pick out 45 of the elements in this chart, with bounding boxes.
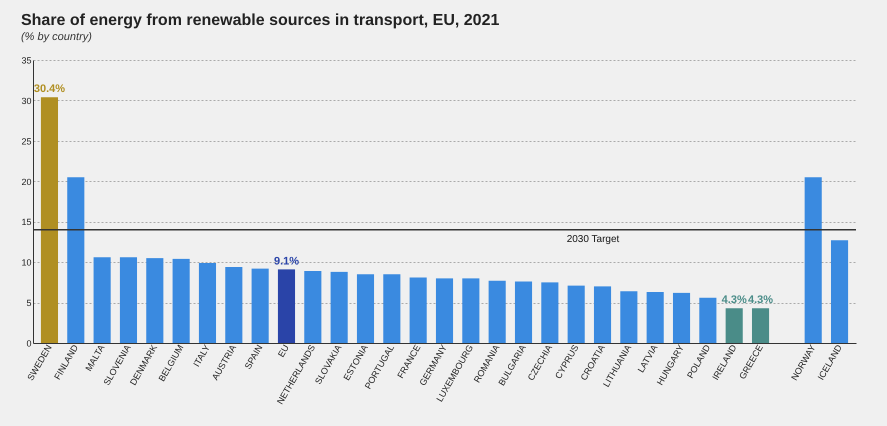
bar [568, 286, 585, 343]
data-label: 4.3% [748, 294, 774, 306]
chart-title: Share of energy from renewable sources in transport, EU, 2021 [20, 12, 500, 29]
bar [278, 269, 296, 343]
bar [699, 298, 716, 343]
bar [94, 257, 111, 343]
bar [830, 240, 848, 343]
y-tick-label: 20 [21, 176, 32, 187]
bar [198, 262, 216, 343]
data-label: 4.3% [722, 294, 747, 306]
chart-subtitle: (% by country) [20, 31, 92, 43]
bar [252, 268, 269, 343]
bar [356, 274, 374, 343]
bar [436, 278, 454, 343]
bar [620, 291, 638, 343]
bar [330, 272, 348, 343]
ref-line-label: 2030 Target [566, 234, 620, 245]
bar [67, 177, 84, 343]
bar [594, 286, 612, 343]
y-tick-label: 5 [26, 298, 32, 308]
bar [646, 292, 664, 343]
bar [752, 308, 770, 343]
bar [172, 258, 190, 343]
bar [462, 278, 480, 343]
bar [304, 271, 322, 343]
bar [726, 308, 743, 343]
y-tick-label: 15 [21, 217, 32, 228]
bar [672, 292, 690, 343]
bar [120, 257, 138, 343]
bar [514, 282, 532, 343]
bar [225, 266, 242, 343]
y-tick-label: 10 [21, 258, 32, 268]
bar [804, 177, 822, 343]
y-tick-label: 0 [26, 338, 32, 348]
bar [40, 97, 58, 343]
y-tick-label: 25 [21, 136, 32, 146]
y-tick-label: 30 [21, 96, 32, 106]
data-label: 30.4% [34, 83, 66, 96]
bar [541, 282, 558, 343]
y-tick-label: 35 [21, 56, 32, 66]
bar [146, 258, 164, 343]
bar [488, 280, 506, 343]
bar [383, 274, 400, 343]
bar [410, 278, 427, 343]
data-label: 9.1% [274, 255, 300, 268]
